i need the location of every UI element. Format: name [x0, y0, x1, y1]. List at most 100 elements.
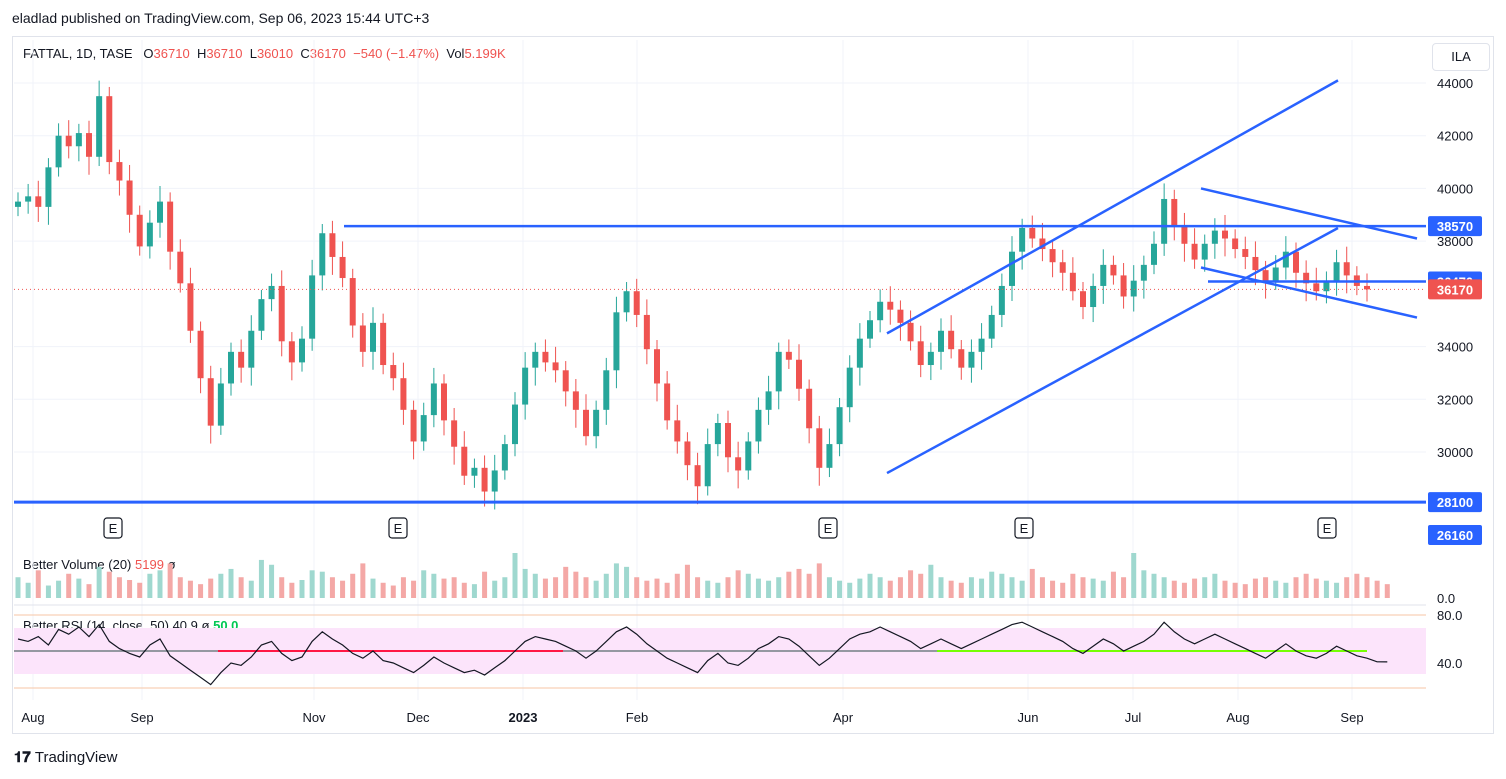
candle-body — [532, 351, 539, 368]
volume-bar — [1141, 570, 1147, 598]
volume-bar — [1039, 577, 1045, 598]
volume-label: Vol — [446, 46, 465, 61]
candle-body — [826, 444, 833, 468]
volume-bar — [644, 580, 650, 598]
volume-bar — [1232, 582, 1238, 598]
candle-body — [1252, 256, 1259, 271]
low-label: L — [249, 46, 257, 61]
volume-bar — [187, 580, 193, 598]
candle-body — [643, 314, 650, 350]
candle-body — [248, 330, 255, 368]
volume-bar — [1192, 578, 1198, 598]
candle-body — [684, 441, 691, 466]
volume-bar — [522, 568, 528, 598]
volume-bar — [380, 582, 386, 598]
volume-bar — [1222, 580, 1228, 598]
candle-body — [846, 367, 853, 408]
x-tick-label: Aug — [1226, 710, 1249, 725]
candle-body — [1059, 262, 1066, 273]
candle-body — [136, 214, 143, 247]
candle-body — [948, 330, 955, 350]
candle-body — [1009, 251, 1015, 286]
volume-bar — [279, 577, 285, 598]
rsi-indicator-extra: ø — [201, 618, 210, 633]
rsi-axis-tick: 40.0 — [1437, 656, 1462, 671]
volume-bar — [1263, 577, 1269, 598]
volume-bar — [56, 580, 62, 598]
candle-body — [623, 291, 630, 313]
volume-bar — [289, 582, 295, 598]
volume-bar — [45, 585, 51, 598]
volume-bar — [1344, 577, 1350, 598]
currency-button[interactable]: ILA — [1432, 43, 1490, 71]
candle-body — [258, 299, 265, 331]
volume-bar — [269, 564, 275, 598]
volume-bar — [603, 573, 609, 598]
candle-body — [1211, 230, 1218, 244]
volume-bar — [928, 564, 934, 598]
candle-body — [1151, 243, 1157, 265]
candle-body — [410, 409, 417, 442]
x-tick-label: Dec — [406, 710, 430, 725]
candle-body — [1323, 280, 1330, 292]
volume-bar — [1303, 573, 1309, 598]
volume-bar — [847, 582, 853, 598]
price-badge — [1428, 279, 1482, 300]
candle-body — [278, 285, 285, 342]
volume-bar — [563, 566, 569, 598]
candle-body — [958, 349, 965, 368]
volume-bar — [1181, 582, 1187, 598]
earnings-marker-label: E — [1020, 521, 1029, 536]
candle-body — [1293, 251, 1299, 273]
volume-bar — [1354, 573, 1360, 598]
volume-bar — [573, 571, 579, 598]
volume-bar — [826, 577, 832, 598]
candle-body — [856, 338, 863, 368]
volume-bar — [897, 577, 903, 598]
volume-value: 5.199K — [464, 46, 506, 61]
price-badge — [1428, 492, 1482, 513]
volume-bar — [958, 582, 964, 598]
publisher-header: eladlad published on TradingView.com, Se… — [12, 10, 430, 26]
volume-bar — [553, 577, 559, 598]
candle-body — [562, 370, 569, 392]
volume-bar — [1323, 580, 1329, 598]
x-tick-label: Apr — [833, 710, 854, 725]
earnings-marker-icon — [388, 517, 408, 539]
footer-brand: TradingView — [34, 749, 118, 766]
price-badge-label: 28100 — [1437, 495, 1473, 510]
symbol-name[interactable]: FATTAL, 1D, TASE — [23, 46, 133, 61]
volume-bar — [593, 580, 599, 598]
candle-body — [988, 314, 995, 339]
volume-bar — [674, 573, 680, 598]
earnings-marker-icon — [1317, 517, 1337, 539]
candle-body — [654, 349, 660, 384]
volume-bar — [816, 563, 822, 598]
volume-bar — [1050, 580, 1056, 598]
candle-body — [116, 162, 123, 181]
volume-bar — [411, 580, 417, 598]
candle-body — [75, 133, 82, 147]
volume-bar — [106, 571, 112, 598]
volume-bar — [492, 580, 498, 598]
candle-body — [1303, 272, 1310, 284]
candle-body — [481, 467, 488, 492]
candle-body — [1100, 264, 1107, 286]
candle-body — [491, 470, 498, 492]
candle-body — [1181, 225, 1188, 244]
candle-body — [512, 404, 518, 445]
volume-bar — [1110, 571, 1116, 598]
candle-body — [816, 428, 823, 468]
candle-body — [583, 409, 589, 437]
volume-bar — [776, 577, 782, 598]
y-tick-label: 32000 — [1437, 392, 1473, 407]
candle-body — [349, 278, 356, 326]
candle-body — [65, 135, 72, 147]
trendline — [886, 79, 1339, 335]
candle-body — [1222, 230, 1228, 239]
price-badge-label: 36170 — [1437, 282, 1473, 297]
volume-bar — [299, 580, 305, 598]
candle-body — [177, 251, 184, 284]
volume-bar — [999, 573, 1005, 598]
